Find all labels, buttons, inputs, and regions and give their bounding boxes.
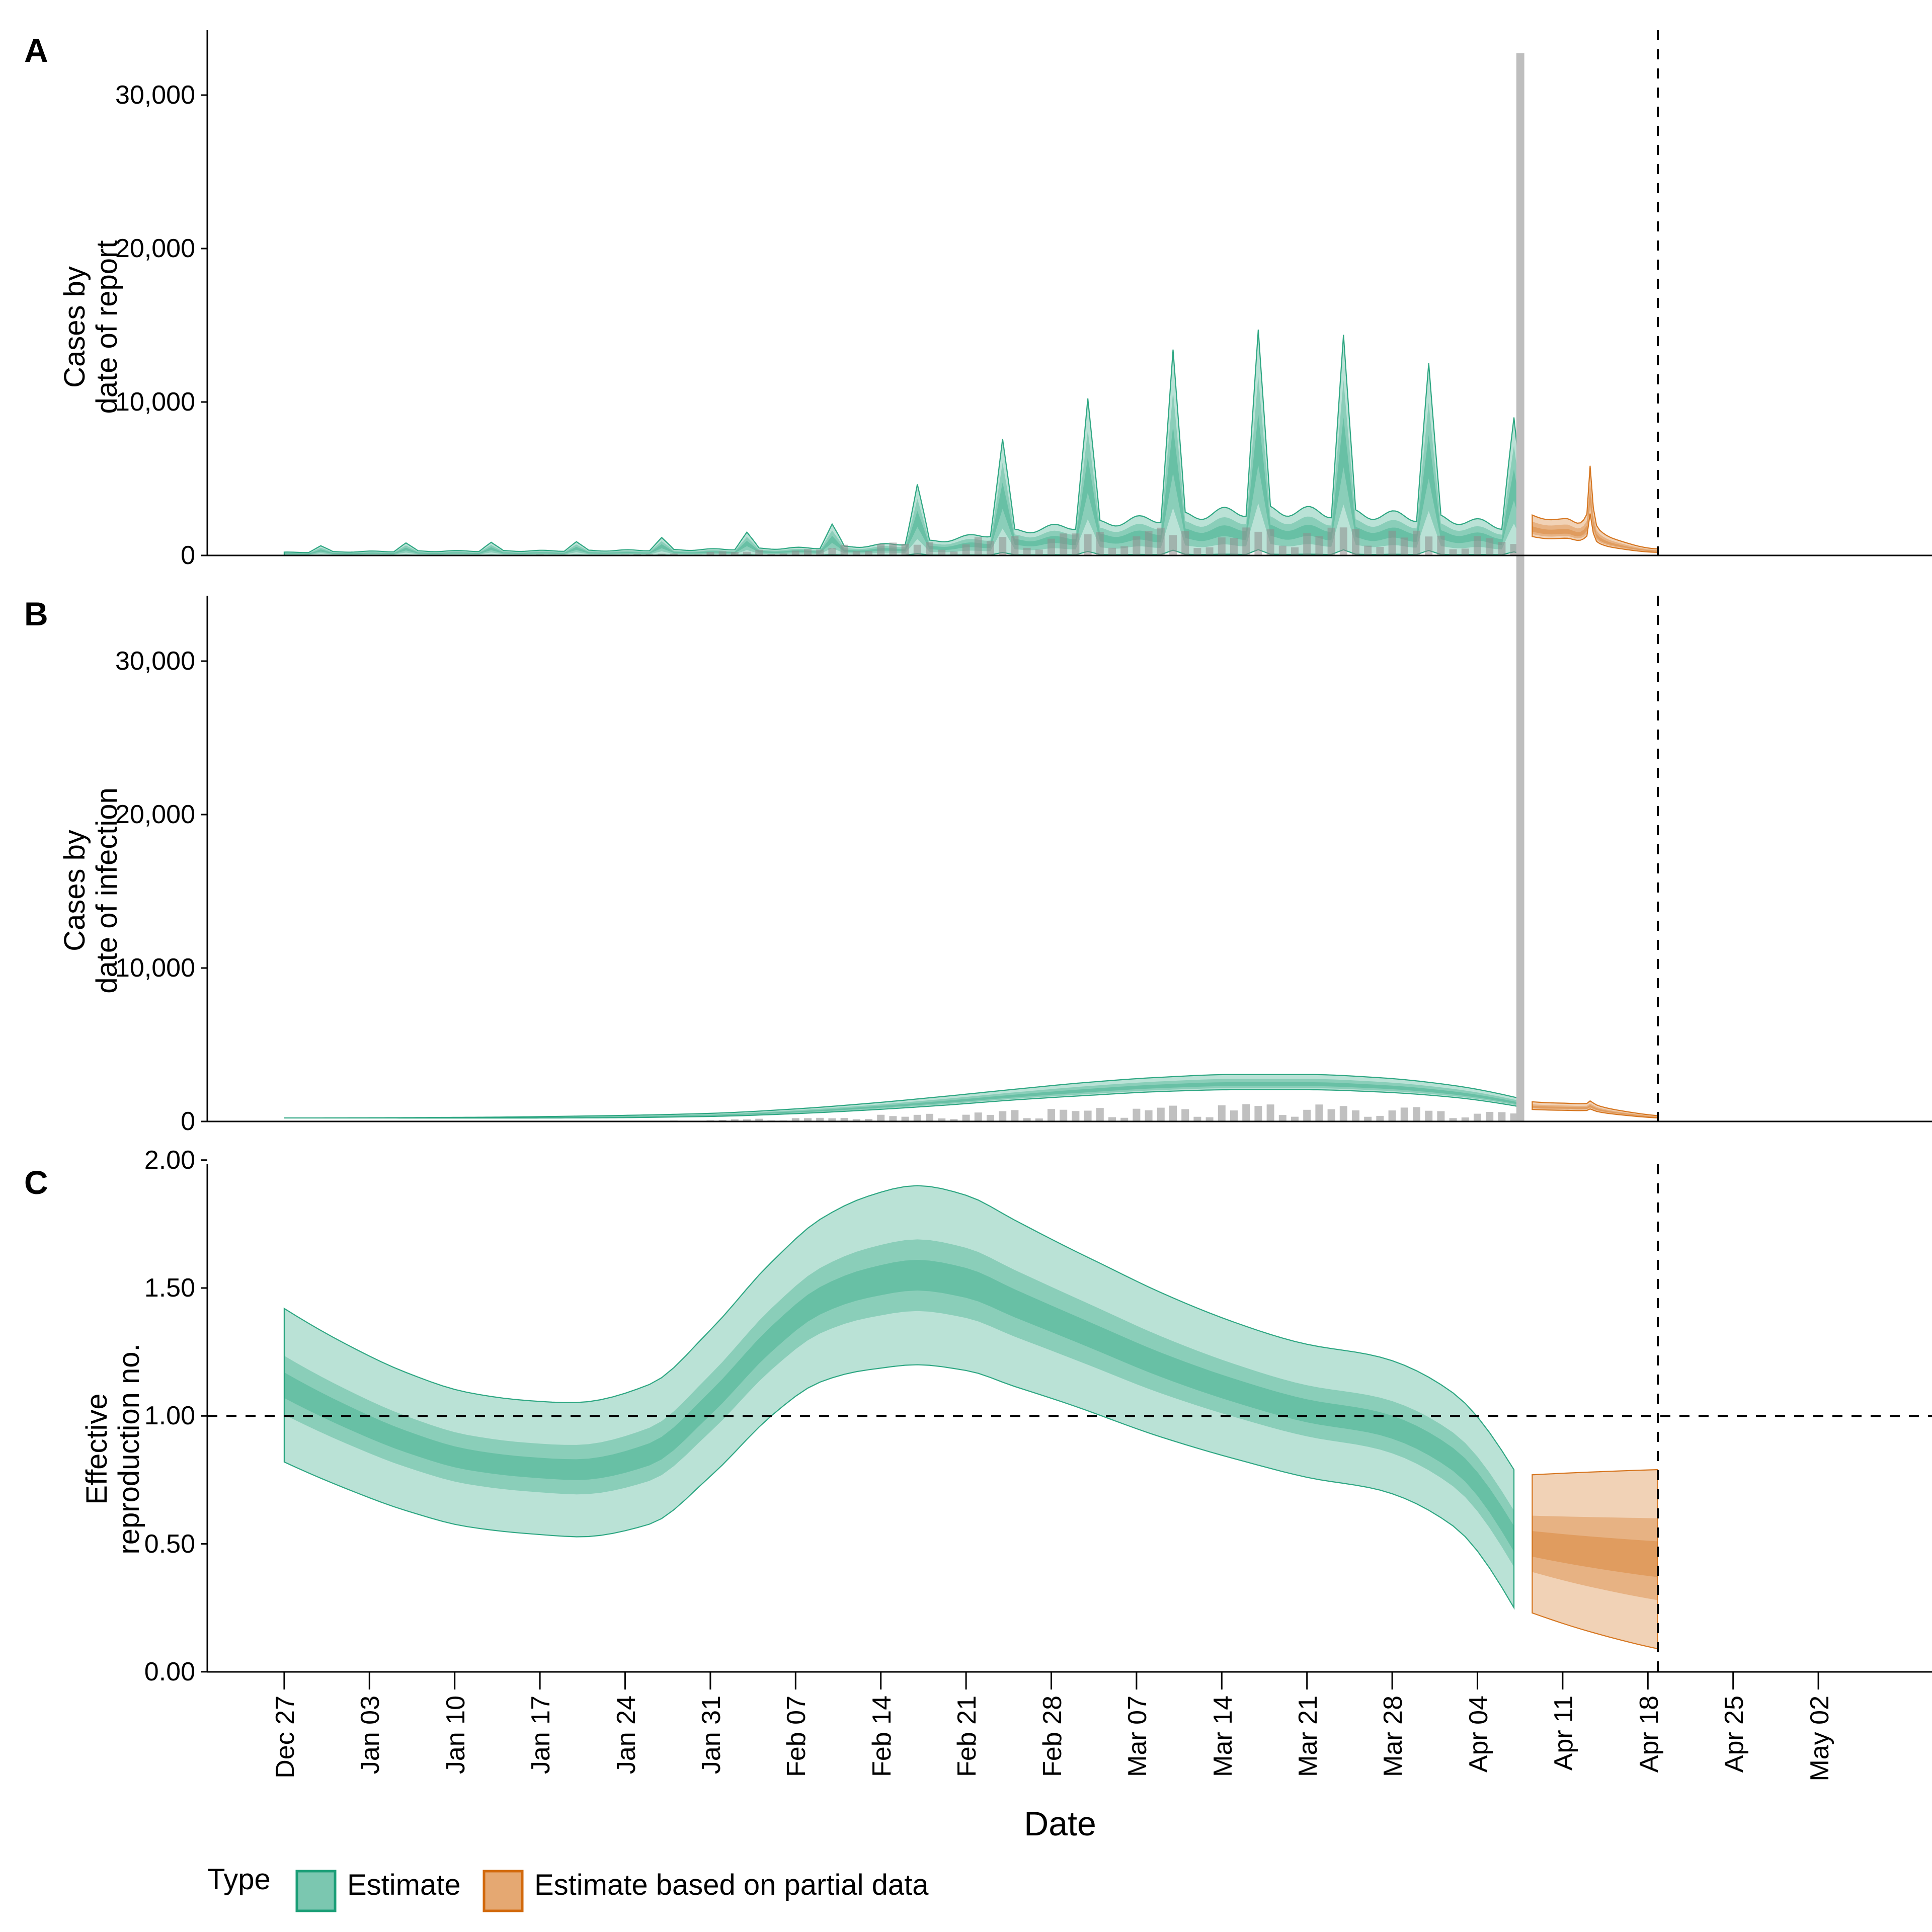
- svg-text:10,000: 10,000: [115, 953, 195, 983]
- svg-text:Jan 10: Jan 10: [441, 1696, 470, 1774]
- svg-text:Jan 31: Jan 31: [697, 1696, 726, 1774]
- svg-text:Apr 18: Apr 18: [1635, 1696, 1664, 1773]
- svg-text:Cases by: Cases by: [58, 830, 91, 951]
- svg-text:0.50: 0.50: [144, 1530, 195, 1559]
- svg-text:May 02: May 02: [1805, 1696, 1834, 1782]
- svg-text:Type: Type: [207, 1863, 271, 1896]
- svg-text:Feb 07: Feb 07: [782, 1696, 811, 1777]
- svg-text:0: 0: [181, 541, 195, 570]
- svg-text:Mar 21: Mar 21: [1294, 1696, 1323, 1777]
- svg-text:date of report: date of report: [91, 240, 123, 414]
- svg-text:0.00: 0.00: [144, 1657, 195, 1686]
- svg-text:Date: Date: [1024, 1805, 1096, 1843]
- svg-text:Apr 04: Apr 04: [1464, 1696, 1493, 1773]
- svg-text:1.00: 1.00: [144, 1401, 195, 1430]
- svg-text:Jan 17: Jan 17: [526, 1696, 555, 1774]
- svg-text:reproduction no.: reproduction no.: [113, 1343, 145, 1554]
- svg-text:Jan 03: Jan 03: [356, 1696, 385, 1774]
- svg-text:Feb 14: Feb 14: [867, 1696, 897, 1777]
- svg-text:B: B: [24, 595, 48, 632]
- svg-text:Estimate: Estimate: [347, 1869, 461, 1901]
- svg-text:date of infection: date of infection: [91, 787, 123, 994]
- svg-text:Apr 25: Apr 25: [1720, 1696, 1749, 1773]
- svg-text:30,000: 30,000: [115, 647, 195, 676]
- svg-text:Cases by: Cases by: [58, 266, 91, 388]
- svg-text:Mar 07: Mar 07: [1123, 1696, 1152, 1777]
- svg-text:Mar 14: Mar 14: [1209, 1696, 1238, 1777]
- svg-text:Feb 21: Feb 21: [952, 1696, 982, 1777]
- svg-text:Effective: Effective: [80, 1393, 113, 1504]
- svg-text:20,000: 20,000: [115, 234, 195, 263]
- svg-text:C: C: [24, 1164, 48, 1201]
- svg-text:2.00: 2.00: [144, 1146, 195, 1175]
- svg-text:Estimate based on partial data: Estimate based on partial data: [534, 1869, 929, 1901]
- svg-text:Mar 28: Mar 28: [1379, 1696, 1408, 1777]
- svg-text:Feb 28: Feb 28: [1038, 1696, 1067, 1777]
- svg-text:Dec 27: Dec 27: [271, 1696, 300, 1779]
- svg-text:1.50: 1.50: [144, 1273, 195, 1303]
- svg-text:10,000: 10,000: [115, 387, 195, 417]
- svg-text:30,000: 30,000: [115, 80, 195, 110]
- svg-text:Jan 24: Jan 24: [612, 1696, 641, 1774]
- svg-text:0: 0: [181, 1107, 195, 1136]
- svg-text:20,000: 20,000: [115, 800, 195, 829]
- svg-text:Apr 11: Apr 11: [1549, 1696, 1578, 1770]
- svg-text:A: A: [24, 32, 48, 69]
